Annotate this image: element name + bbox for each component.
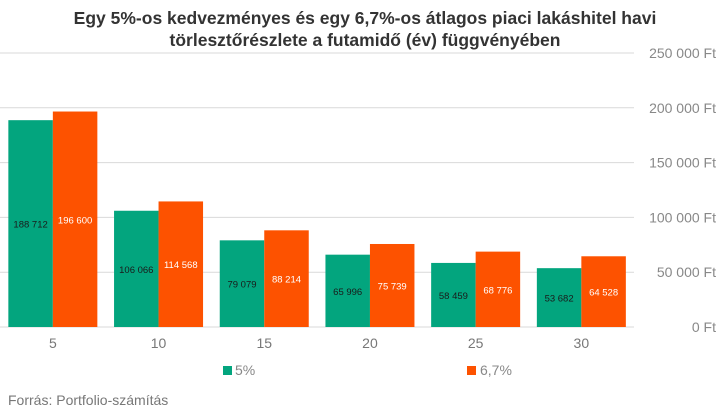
bar-6-7-pct [369,243,415,327]
bar-5-pct [536,268,582,327]
chart-title-line1: Egy 5%-os kedvezményes és egy 6,7%-os át… [73,8,657,28]
data-label: 53 682 [545,294,574,305]
data-label: 68 776 [483,285,512,296]
legend-swatch [223,366,232,375]
y-tick-label: 150 000 Ft [649,155,716,171]
data-label: 65 996 [333,287,362,298]
data-label: 196 600 [58,215,92,226]
bar-5-pct [8,120,53,327]
y-tick-label: 200 000 Ft [649,100,716,116]
x-tick-label: 5 [49,335,57,351]
y-tick-label: 100 000 Ft [649,209,716,225]
data-label: 64 528 [589,288,618,299]
x-tick-label: 20 [362,335,378,351]
data-label: 75 739 [378,281,407,292]
bar-6-7-pct [475,251,521,327]
data-label: 114 568 [164,260,198,271]
bar-5-pct [325,254,370,327]
y-tick-label: 50 000 Ft [657,264,716,280]
data-label: 88 214 [272,275,301,286]
data-label: 188 712 [13,220,47,231]
bar-5-pct [431,262,476,327]
chart-title: Egy 5%-os kedvezményes és egy 6,7%-os át… [0,7,719,51]
legend-label: 6,7% [480,362,512,378]
legend-swatch [467,366,476,375]
bar-6-7-pct [158,201,204,327]
y-tick-label: 250 000 Ft [649,45,716,61]
bar-5-pct [219,240,265,327]
y-tick-label: 0 Ft [692,319,716,335]
bar-6-7-pct [264,230,309,327]
bar-5-pct [114,210,159,327]
legend-label: 5% [235,362,255,378]
x-tick-label: 10 [151,335,167,351]
bar-6-7-pct [581,256,626,327]
chart-title-line2: törlesztőrészlete a futamidő (év) függvé… [169,30,561,50]
bar-6-7-pct [52,111,98,327]
data-label: 58 459 [439,291,468,302]
x-tick-label: 15 [256,335,272,351]
data-label: 106 066 [119,265,153,276]
x-tick-label: 25 [468,335,484,351]
source-note: Forrás: Portfolio-számítás [8,392,169,408]
data-label: 79 079 [227,280,256,291]
x-tick-label: 30 [574,335,590,351]
